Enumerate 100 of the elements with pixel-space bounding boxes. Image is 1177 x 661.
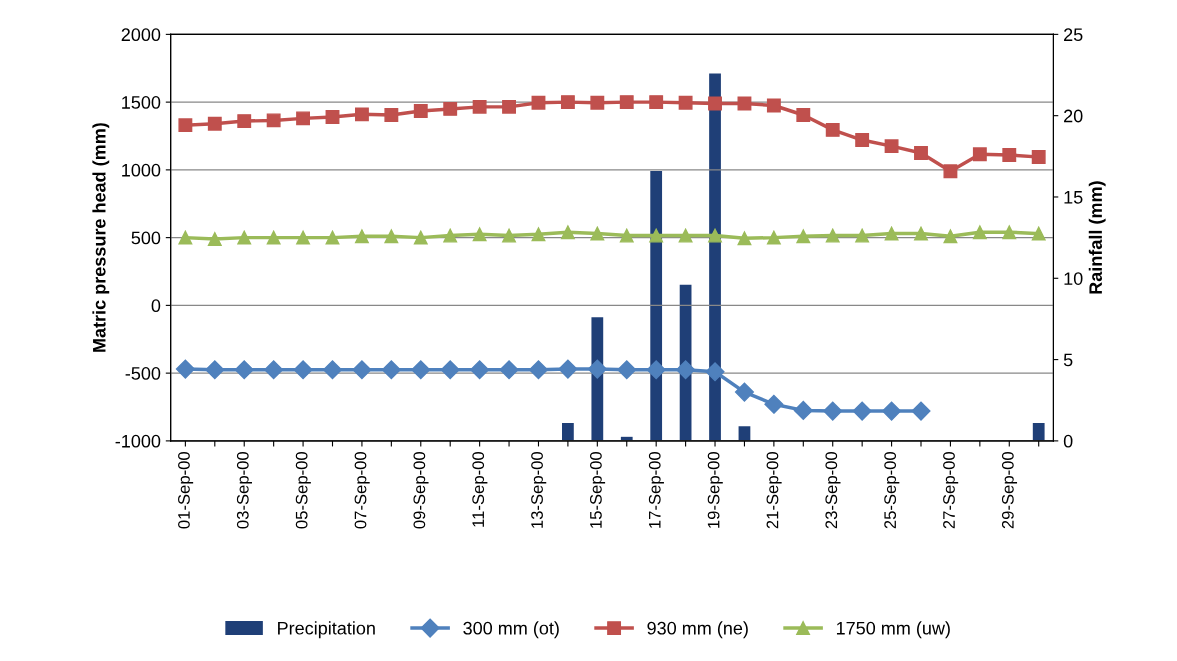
point — [943, 229, 958, 244]
point — [676, 360, 696, 380]
y-tick-label: -500 — [125, 367, 161, 380]
point — [852, 401, 872, 421]
point — [708, 228, 722, 243]
y2-tick-label: 10 — [1064, 272, 1083, 285]
point — [207, 116, 222, 131]
point — [766, 98, 781, 113]
point — [264, 360, 284, 380]
x-tick-label: 19-Sep-00 — [707, 451, 723, 528]
point — [443, 228, 458, 243]
y-tick-label: -1000 — [115, 434, 161, 448]
point — [911, 401, 931, 421]
point — [470, 360, 490, 380]
point — [443, 101, 458, 116]
point — [590, 95, 605, 110]
x-tick-label: 29-Sep-00 — [1001, 451, 1018, 529]
point — [175, 359, 195, 379]
point — [237, 114, 252, 129]
point — [266, 113, 281, 128]
y-tick-label: 0 — [151, 299, 161, 313]
point — [914, 145, 928, 160]
x-tick-label: 09-Sep-00 — [413, 451, 429, 529]
y-tick-label: 500 — [131, 231, 161, 245]
legend-label: Precipitation — [278, 621, 375, 639]
point — [705, 362, 725, 382]
point — [178, 118, 193, 133]
y2-tick-label: 0 — [1063, 434, 1073, 448]
point — [411, 360, 431, 380]
point — [354, 229, 369, 244]
point — [528, 360, 549, 380]
x-tick-label: 15-Sep-00 — [590, 451, 606, 528]
point — [737, 231, 752, 246]
point — [296, 111, 311, 126]
point — [1031, 226, 1046, 241]
point — [1002, 148, 1017, 162]
legend-label: 930 mm (ne) — [647, 621, 748, 639]
point — [205, 360, 225, 380]
y-tick-label: 1000 — [122, 163, 161, 177]
x-tick-label: 13-Sep-00 — [531, 451, 547, 528]
point — [914, 226, 928, 241]
y2-axis-title: Rainfall (mm) — [1088, 181, 1106, 294]
point — [531, 95, 546, 110]
point — [472, 227, 487, 242]
point — [855, 133, 870, 148]
point — [825, 122, 840, 137]
point — [619, 228, 634, 243]
point — [649, 95, 664, 110]
y2-tick-label: 15 — [1064, 191, 1083, 204]
x-tick-label: 21-Sep-00 — [766, 451, 782, 529]
point — [560, 225, 575, 240]
point — [384, 229, 399, 244]
x-tick-label: 25-Sep-00 — [884, 451, 900, 529]
point — [764, 394, 784, 414]
point — [825, 228, 840, 243]
point — [678, 95, 693, 110]
point — [796, 108, 811, 122]
bar — [738, 426, 751, 441]
x-tick-label: 07-Sep-00 — [354, 451, 370, 529]
point — [619, 95, 634, 110]
point — [1002, 225, 1017, 240]
y2-tick-label: 5 — [1063, 353, 1073, 367]
point — [972, 225, 987, 240]
point — [587, 359, 607, 379]
point — [531, 227, 546, 242]
legend-label: 1750 mm (uw) — [836, 621, 950, 639]
point — [855, 228, 870, 243]
point — [381, 360, 401, 380]
point — [590, 226, 605, 241]
point — [943, 164, 958, 179]
bar — [709, 73, 721, 441]
point — [178, 230, 193, 245]
point — [823, 401, 843, 421]
point — [293, 360, 313, 380]
point — [472, 99, 487, 114]
point — [237, 230, 252, 245]
x-tick-label: 11-Sep-00 — [472, 451, 488, 527]
point — [558, 359, 578, 379]
point — [734, 382, 754, 402]
x-tick-label: 01-Sep-00 — [178, 451, 194, 529]
point — [796, 229, 811, 244]
y-axis-title: Matric pressure head (mm) — [92, 123, 110, 352]
point — [1031, 150, 1046, 164]
x-tick-label: 17-Sep-00 — [648, 451, 664, 528]
point — [207, 232, 222, 246]
point — [384, 108, 399, 122]
bar — [562, 423, 574, 441]
point — [440, 360, 460, 380]
point — [678, 228, 693, 243]
legend-label: 300 mm (ot) — [463, 621, 559, 639]
point — [884, 226, 899, 241]
point — [882, 401, 902, 421]
point — [502, 228, 516, 243]
point — [234, 360, 254, 380]
point — [352, 360, 372, 380]
point — [617, 360, 637, 380]
point — [646, 360, 666, 380]
y2-tick-label: 25 — [1064, 28, 1083, 42]
point — [325, 110, 340, 124]
x-tick-label: 27-Sep-00 — [943, 451, 959, 529]
